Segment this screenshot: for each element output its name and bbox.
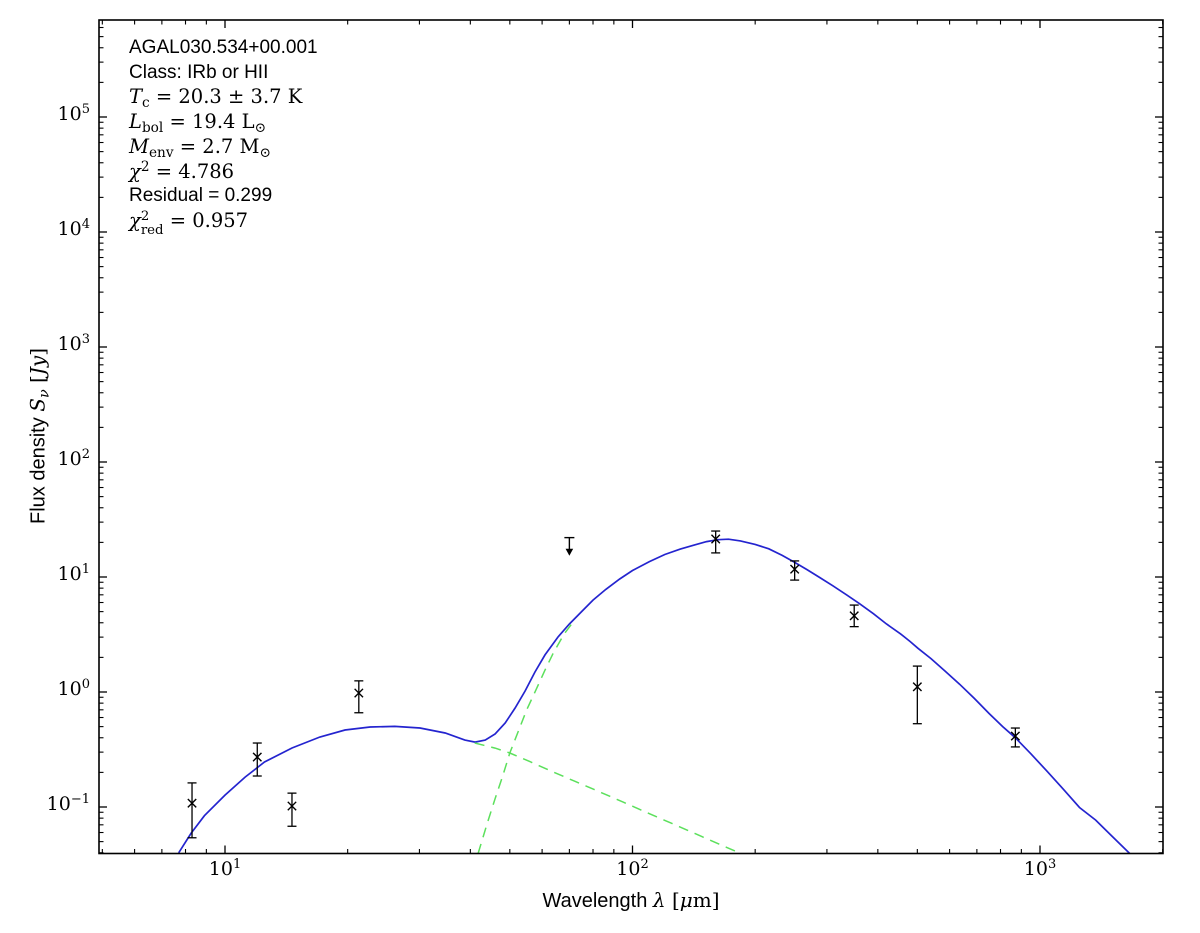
plot-frame	[98, 19, 1164, 855]
chi-squared: χ2 = 4.786	[129, 158, 235, 183]
y-tick-label: 10−1	[46, 792, 90, 815]
nu-subscript: ν	[36, 389, 53, 399]
data-point	[354, 680, 364, 714]
reduced-chi-squared: χ 2 red = 0.957	[129, 208, 249, 238]
data-point	[187, 782, 197, 839]
x-tick-label: 102	[616, 857, 649, 880]
data-point	[710, 530, 721, 554]
envelope-mass: Menv = 2.7 M⊙	[129, 134, 271, 161]
model-total-curve	[177, 538, 1131, 854]
y-axis-label-text: Flux density	[27, 411, 50, 525]
x-tick-label: 103	[1023, 857, 1057, 880]
x-axis-label-text: Wavelength	[542, 890, 653, 912]
sun-symbol: ⊙	[254, 119, 267, 136]
data-point	[1010, 727, 1021, 748]
cold-greybody-component-curve	[477, 619, 575, 854]
x-tick-label: 101	[208, 857, 242, 880]
y-tick-label: 100	[57, 677, 90, 700]
y-tick-label: 104	[57, 217, 90, 240]
hot-component-tail-curve	[474, 742, 743, 854]
y-tick-label: 105	[57, 102, 90, 125]
data-point	[912, 665, 923, 725]
data-point	[252, 742, 262, 777]
flux-symbol: S	[25, 398, 50, 412]
source-name: AGAL030.534+00.001	[129, 37, 318, 58]
y-tick-label: 103	[57, 332, 90, 355]
data-point	[287, 792, 297, 827]
jy-unit: Jy	[25, 355, 50, 376]
dust-temperature: Tc = 20.3 ± 3.7 K	[129, 85, 303, 112]
mu-symbol: μ	[679, 888, 693, 912]
y-tick-label: 101	[57, 562, 90, 585]
residual-value: Residual = 0.299	[129, 185, 273, 207]
data-point	[849, 604, 859, 628]
fit-parameters-annotation: AGAL030.534+00.001 Class: IRb or HII Tc …	[129, 36, 318, 237]
y-tick-label: 102	[57, 447, 90, 470]
upper-limit-marker	[564, 536, 575, 556]
source-class: Class: IRb or HII	[129, 61, 269, 83]
bolometric-luminosity: Lbol = 19.4 L⊙	[129, 110, 267, 136]
sun-symbol: ⊙	[259, 144, 271, 161]
x-axis-label: Wavelength λ [μm]	[542, 888, 720, 912]
lambda-symbol: λ	[652, 888, 666, 912]
y-axis-label: Flux density Sν [Jy]	[25, 347, 53, 525]
data-point	[789, 560, 800, 581]
